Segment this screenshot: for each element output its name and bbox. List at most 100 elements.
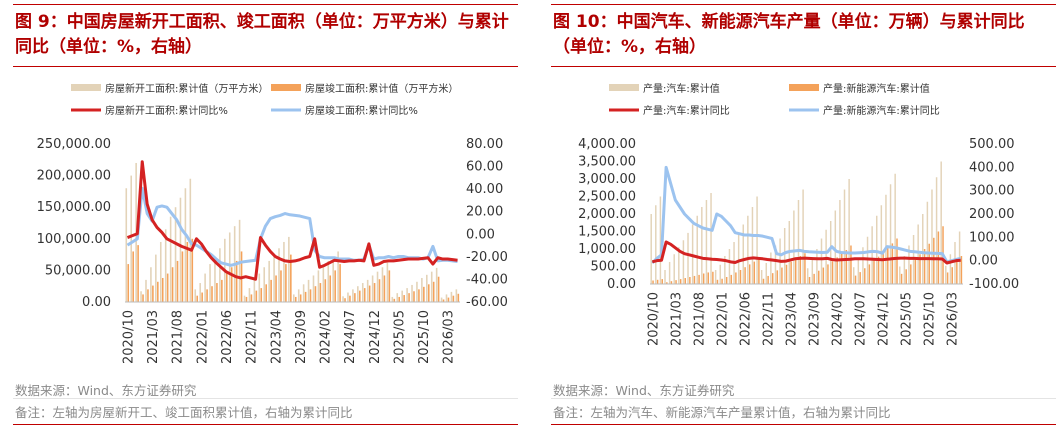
bar [194,289,197,302]
bar [418,289,420,302]
bar [689,277,691,284]
x-tick-label: 2024/02 [830,292,845,346]
bar [334,270,336,302]
bar [273,254,275,302]
x-tick-label: 2024/02 [319,310,334,364]
x-tick-label: 2020/10 [646,292,661,346]
bar [304,291,307,302]
y-right-tick-label: 60.00 [466,160,503,175]
bar [408,293,410,302]
bar [292,294,295,302]
bar [238,219,241,302]
bar [917,224,919,284]
bar [880,205,883,284]
bar [854,275,857,284]
bar [813,273,815,284]
bar [137,245,139,302]
bar [386,262,389,302]
bar [951,267,953,284]
bar [747,215,749,284]
y-right-tick-label: -100.00 [969,277,1019,292]
y-left-tick-label: 50,000.00 [45,263,111,278]
x-tick-label: 2022/01 [715,292,730,346]
bar [684,278,686,284]
bar [132,251,134,302]
bar [413,291,415,302]
bar [403,295,405,302]
bar [822,267,825,284]
chart-title: 图 9：中国房屋新开工面积、竣工面积（单位：万平方米）与累计同比（单位：%，右轴… [15,12,509,57]
bar [770,252,772,284]
bar [258,273,261,302]
bar [225,273,228,302]
x-tick-label: 2025/05 [899,292,914,346]
bar [214,256,216,302]
bar [166,273,169,302]
bar [802,189,804,284]
bar [319,283,322,302]
bar [794,258,797,284]
bar [450,291,453,302]
bar [666,282,668,284]
bar [923,249,926,284]
bar [294,296,297,302]
remark-note: 备注：左轴为汽车、新能源汽车产量累计值，右轴为累计同比 [553,405,891,420]
legend-swatch [789,84,819,91]
bar [426,274,428,302]
bar [209,264,211,302]
title-bottom-rule [551,66,1056,67]
bar [349,295,351,302]
x-tick-label: 2025/05 [392,310,407,364]
bar [877,256,880,284]
bar [742,224,744,284]
bar [910,264,912,284]
bar [339,264,341,302]
bar [219,248,221,302]
bar [260,288,263,302]
bar [235,260,238,302]
x-tick-label: 2023/04 [269,310,284,364]
bar [344,298,346,302]
remark-note: 备注：左轴为房屋新开工、竣工面积累计值，右轴为累计同比 [15,405,353,420]
bar [831,261,834,284]
y-left-tick-label: 0.00 [607,277,636,292]
bar [783,228,786,284]
bar [457,293,460,302]
chart-panel-left: 图 9：中国房屋新开工面积、竣工面积（单位：万平方米）与累计同比（单位：%，右轴… [5,0,525,430]
series-line-secondary [126,186,458,267]
y-left-tick-label: 500.00 [591,260,637,275]
bar [678,247,680,284]
bar [873,260,875,284]
bar [931,189,933,284]
bar [347,292,349,302]
bottom-rule [13,424,518,425]
bar [776,270,779,284]
bar [211,286,213,302]
bar [421,277,423,302]
bar [682,240,685,284]
y-left-tick-label: 1,000.00 [578,242,636,257]
bar [928,243,930,284]
bar [806,268,809,284]
bar [905,269,907,284]
bar [730,274,733,284]
bar [871,226,873,284]
y-right-tick-label: -20.00 [466,250,508,265]
bar [712,271,714,284]
bar [255,290,258,302]
bar [960,256,963,284]
bar [887,247,889,284]
bar [324,279,327,302]
bar [243,295,246,302]
bar [693,275,696,284]
bar [725,277,728,284]
bar [147,289,149,302]
x-tick-label: 2023/09 [294,310,309,364]
footer-rule [13,398,518,399]
bar [739,270,742,284]
y-left-tick-label: 1,500.00 [578,225,636,240]
bar [891,243,894,284]
chart-title: 图 10：中国汽车、新能源汽车产量（单位：万辆）与累计同比（单位：%，右轴） [553,12,1025,57]
bar [216,283,218,302]
